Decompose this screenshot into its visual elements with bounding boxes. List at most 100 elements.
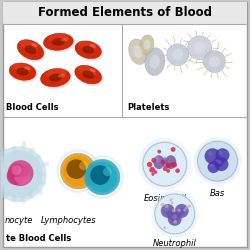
Circle shape	[155, 194, 195, 234]
Circle shape	[175, 168, 180, 173]
Ellipse shape	[21, 142, 26, 149]
Ellipse shape	[12, 195, 17, 203]
Ellipse shape	[30, 146, 36, 154]
Ellipse shape	[30, 195, 36, 202]
Circle shape	[170, 162, 174, 166]
Circle shape	[197, 140, 238, 182]
Circle shape	[154, 170, 157, 174]
Circle shape	[214, 157, 224, 167]
Ellipse shape	[75, 65, 104, 86]
Circle shape	[151, 190, 198, 238]
Ellipse shape	[48, 33, 69, 42]
Ellipse shape	[209, 56, 220, 67]
Ellipse shape	[143, 40, 150, 50]
Circle shape	[204, 148, 220, 164]
Ellipse shape	[145, 48, 165, 76]
Ellipse shape	[44, 33, 75, 52]
Ellipse shape	[40, 68, 70, 87]
Text: Lymphocytes: Lymphocytes	[40, 216, 96, 225]
Circle shape	[87, 162, 117, 192]
Circle shape	[210, 164, 214, 167]
Circle shape	[170, 202, 173, 204]
Circle shape	[170, 198, 172, 201]
Ellipse shape	[44, 33, 73, 50]
Circle shape	[160, 160, 166, 164]
Ellipse shape	[20, 40, 38, 52]
Circle shape	[6, 167, 25, 185]
Circle shape	[0, 150, 42, 198]
Circle shape	[79, 161, 88, 170]
Circle shape	[60, 153, 96, 189]
Ellipse shape	[9, 63, 38, 82]
Ellipse shape	[78, 41, 96, 50]
Circle shape	[157, 150, 161, 154]
Ellipse shape	[61, 38, 68, 42]
Circle shape	[166, 169, 170, 173]
Ellipse shape	[188, 36, 212, 60]
Circle shape	[181, 218, 183, 220]
Ellipse shape	[16, 68, 28, 76]
Text: te Blood Cells: te Blood Cells	[6, 234, 71, 243]
Ellipse shape	[78, 66, 96, 76]
Ellipse shape	[153, 155, 164, 169]
Circle shape	[171, 147, 175, 152]
Text: Platelets: Platelets	[127, 104, 169, 112]
Circle shape	[154, 193, 196, 235]
Ellipse shape	[172, 49, 183, 60]
Circle shape	[171, 162, 177, 168]
Text: nocyte: nocyte	[5, 216, 33, 225]
Circle shape	[172, 209, 176, 212]
Circle shape	[90, 165, 110, 185]
Circle shape	[175, 204, 189, 218]
FancyBboxPatch shape	[3, 2, 247, 247]
Ellipse shape	[194, 42, 205, 54]
Text: Blood Cells: Blood Cells	[6, 104, 58, 112]
Ellipse shape	[82, 70, 94, 79]
Ellipse shape	[9, 63, 36, 80]
Ellipse shape	[37, 189, 44, 195]
Circle shape	[165, 204, 168, 208]
Ellipse shape	[17, 40, 44, 60]
Circle shape	[173, 220, 177, 224]
Circle shape	[214, 157, 228, 171]
Circle shape	[143, 142, 187, 186]
Ellipse shape	[24, 45, 36, 54]
Circle shape	[18, 165, 29, 177]
Ellipse shape	[12, 63, 31, 72]
Circle shape	[172, 214, 177, 219]
Circle shape	[216, 148, 230, 162]
Ellipse shape	[4, 190, 10, 198]
Circle shape	[161, 204, 175, 218]
Text: Formed Elements of Blood: Formed Elements of Blood	[38, 6, 212, 20]
Circle shape	[147, 162, 152, 167]
Circle shape	[188, 204, 191, 208]
Ellipse shape	[38, 180, 45, 185]
Circle shape	[84, 159, 120, 195]
Circle shape	[216, 159, 218, 162]
Text: Neutrophil: Neutrophil	[153, 239, 197, 248]
Circle shape	[163, 226, 166, 229]
Circle shape	[12, 165, 22, 175]
FancyBboxPatch shape	[3, 2, 247, 24]
Circle shape	[183, 208, 186, 212]
Circle shape	[8, 160, 34, 186]
Circle shape	[149, 167, 155, 173]
Circle shape	[198, 141, 237, 181]
Circle shape	[166, 163, 172, 168]
Circle shape	[160, 203, 164, 207]
Text: Eosinophil: Eosinophil	[143, 194, 186, 203]
Ellipse shape	[0, 156, 4, 162]
Ellipse shape	[154, 156, 159, 162]
Circle shape	[208, 152, 212, 156]
Ellipse shape	[140, 35, 154, 55]
Circle shape	[185, 206, 188, 209]
Circle shape	[218, 151, 222, 155]
Circle shape	[151, 158, 156, 163]
Ellipse shape	[12, 146, 17, 154]
Ellipse shape	[40, 68, 72, 89]
Circle shape	[66, 159, 86, 179]
Ellipse shape	[52, 38, 65, 46]
Circle shape	[178, 209, 181, 212]
Circle shape	[14, 169, 30, 185]
Ellipse shape	[90, 44, 96, 48]
